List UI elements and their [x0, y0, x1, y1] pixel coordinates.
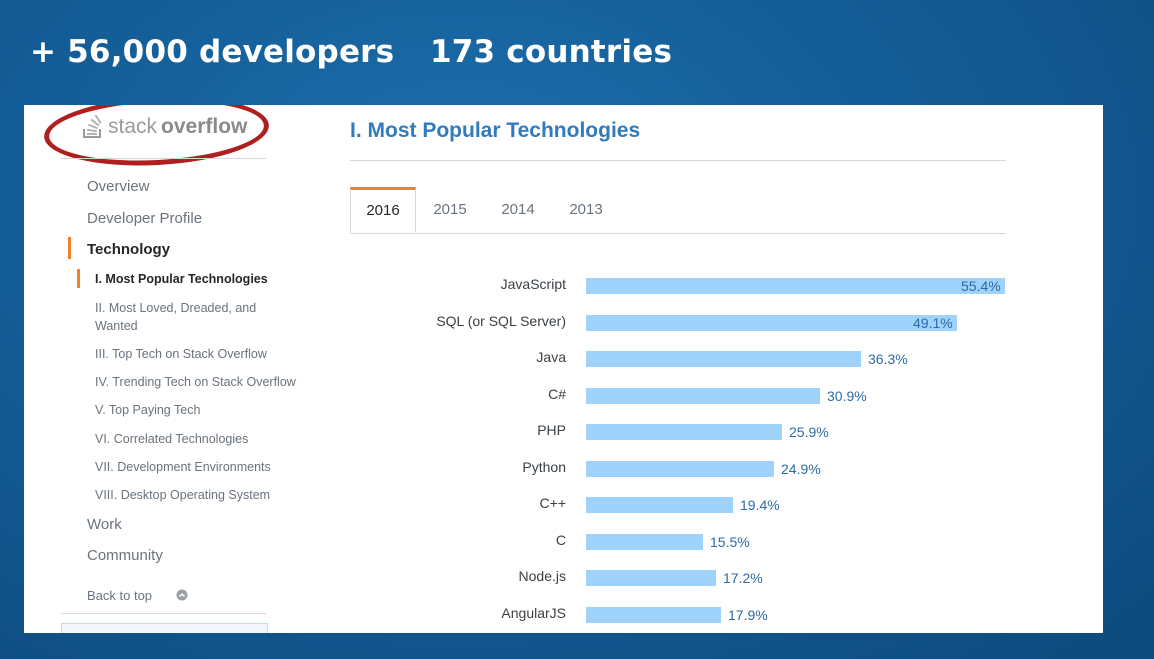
active-subitem-marker	[77, 269, 80, 288]
bar-label: JavaScript	[500, 276, 566, 292]
bar-value-label: 36.3%	[868, 351, 908, 367]
bar	[586, 606, 721, 623]
bar	[586, 387, 820, 404]
developers-headline: + 56,000 developers	[30, 34, 395, 70]
logo-area: stack overflow	[42, 105, 271, 171]
bar-label: Python	[522, 458, 566, 475]
bar-label: SQL (or SQL Server)	[436, 312, 566, 329]
sidebar-item-technology[interactable]: Technology	[87, 241, 171, 258]
stackoverflow-logo[interactable]: stack overflow	[82, 115, 247, 139]
bar-value-label: 49.1%	[913, 314, 953, 331]
tab-2016[interactable]: 2016	[350, 187, 416, 233]
bar-value-label: 55.4%	[961, 278, 1001, 294]
bar-label: Node.js	[518, 568, 566, 584]
bar-value-label: 15.5%	[710, 533, 750, 550]
bar-label: AngularJS	[501, 604, 566, 621]
bar	[586, 570, 716, 586]
bar-value-label: 30.9%	[827, 387, 867, 404]
title-divider	[350, 160, 1006, 161]
sidebar-subitem-trending-tech[interactable]: IV. Trending Tech on Stack Overflow	[95, 375, 296, 389]
bar-value-label: 17.2%	[723, 570, 763, 586]
stack-icon	[83, 115, 102, 138]
tab-2013[interactable]: 2013	[569, 201, 603, 218]
bar-value-label: 17.9%	[728, 606, 768, 623]
chevron-up-icon[interactable]	[176, 589, 188, 601]
sidebar-item-overview[interactable]: Overview	[87, 178, 150, 195]
back-to-top-link[interactable]: Back to top	[87, 588, 153, 603]
bar	[586, 278, 1005, 294]
logo-text-overflow: overflow	[161, 115, 248, 138]
bar-value-label: 25.9%	[789, 424, 829, 440]
sidebar-subitem-top-tech[interactable]: III. Top Tech on Stack Overflow	[95, 347, 267, 361]
countries-headline: 173 countries	[430, 34, 673, 70]
bar	[586, 460, 774, 477]
sidebar-divider	[61, 158, 266, 159]
tab-2015[interactable]: 2015	[433, 201, 467, 218]
bar	[586, 497, 733, 513]
sidebar-item-developer-profile[interactable]: Developer Profile	[87, 210, 203, 227]
sidebar-subitem-dev-environments[interactable]: VII. Development Environments	[95, 460, 271, 474]
bar-value-label: 24.9%	[781, 460, 821, 477]
sidebar-subitem-correlated[interactable]: VI. Correlated Technologies	[95, 432, 249, 446]
bar-label: C#	[548, 385, 566, 402]
bar-value-label: 19.4%	[740, 497, 780, 513]
bar-label: Java	[536, 349, 566, 365]
sidebar-item-community[interactable]: Community	[87, 547, 163, 564]
year-tabs: 2016 2015 2014 2013	[350, 187, 1006, 234]
bar-label: C	[555, 531, 566, 548]
bar	[586, 533, 703, 550]
logo-text-stack: stack	[108, 115, 158, 138]
bar	[586, 314, 957, 331]
sidebar-subitem-top-paying[interactable]: V. Top Paying Tech	[95, 403, 201, 417]
bar-label: PHP	[537, 422, 566, 438]
bar	[586, 424, 782, 440]
bar	[586, 351, 861, 367]
sidebar-subitem-most-loved[interactable]: II. Most Loved, Dreaded, and Wanted	[95, 301, 257, 333]
page-title: I. Most Popular Technologies	[350, 119, 641, 142]
survey-page: stack overflow Overview Developer Profile…	[24, 105, 1103, 633]
sidebar-subitem-desktop-os[interactable]: VIII. Desktop Operating System	[95, 488, 271, 502]
sidebar-box	[61, 623, 268, 633]
sidebar-divider-bottom	[61, 613, 266, 614]
sidebar-subitem-most-popular[interactable]: I. Most Popular Technologies	[95, 272, 268, 286]
active-section-marker	[68, 237, 71, 259]
bar-label: C++	[539, 495, 566, 511]
tab-2014[interactable]: 2014	[501, 201, 535, 218]
sidebar-item-work[interactable]: Work	[87, 516, 122, 533]
